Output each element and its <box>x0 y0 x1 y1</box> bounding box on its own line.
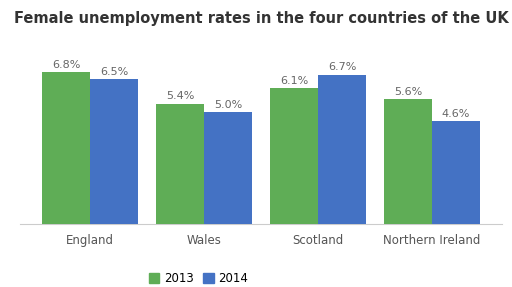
Text: 6.5%: 6.5% <box>100 67 129 77</box>
Bar <box>432 121 480 224</box>
Title: Female unemployment rates in the four countries of the UK: Female unemployment rates in the four co… <box>14 11 508 26</box>
Text: 4.6%: 4.6% <box>442 109 470 119</box>
Bar <box>156 104 204 224</box>
Legend: 2013, 2014: 2013, 2014 <box>144 267 253 287</box>
Text: 6.1%: 6.1% <box>280 76 308 86</box>
Text: 6.7%: 6.7% <box>328 62 356 72</box>
Bar <box>384 99 432 224</box>
Bar <box>42 72 90 224</box>
Bar <box>318 75 366 224</box>
Bar <box>270 88 318 224</box>
Text: 5.0%: 5.0% <box>214 100 242 110</box>
Text: 5.4%: 5.4% <box>166 91 195 101</box>
Bar <box>204 113 252 224</box>
Text: 5.6%: 5.6% <box>394 87 422 97</box>
Text: 6.8%: 6.8% <box>52 60 80 70</box>
Bar <box>90 79 138 224</box>
